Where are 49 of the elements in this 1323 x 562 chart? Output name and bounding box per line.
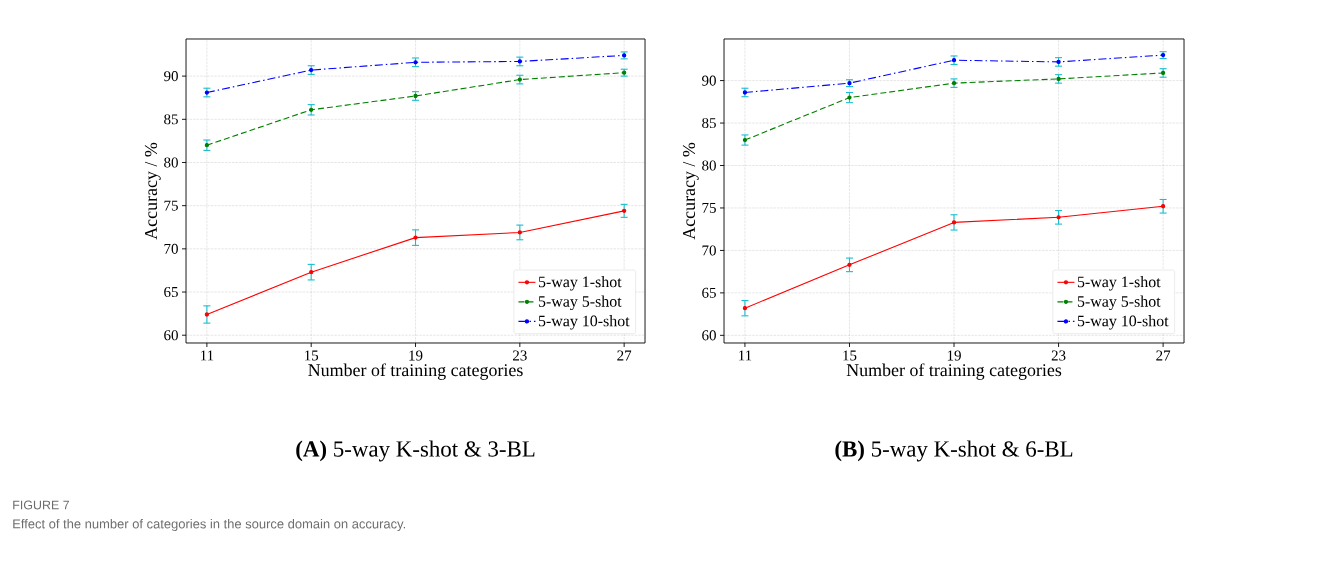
y-tick-label: 60 xyxy=(164,330,178,341)
y-tick-label: 85 xyxy=(164,114,178,125)
point xyxy=(204,312,210,317)
y-axis-title: Accuracy / % xyxy=(682,142,699,240)
y-tick-label: 85 xyxy=(702,118,716,129)
y-tick-label: 90 xyxy=(702,75,716,86)
point xyxy=(309,270,314,275)
point xyxy=(847,95,852,100)
y-tick-label: 60 xyxy=(702,330,716,341)
point xyxy=(742,306,748,311)
x-tick-label: 19 xyxy=(409,350,423,361)
legend-label: 5-way 5-shot xyxy=(538,295,622,311)
point xyxy=(517,230,522,235)
y-tick-label: 75 xyxy=(702,203,716,213)
x-tick-label: 19 xyxy=(947,350,961,361)
point xyxy=(1160,204,1166,209)
point xyxy=(622,208,627,213)
point xyxy=(951,220,957,225)
point xyxy=(1056,215,1061,220)
text: Effect of the number of categories in the source domain on accuracy. xyxy=(13,518,406,532)
point xyxy=(413,235,418,240)
x-tick-label: 27 xyxy=(1156,350,1171,361)
x-tick-label: 15 xyxy=(843,350,857,361)
text: (B) 5-way K-shot & 6-BL xyxy=(835,440,1073,462)
legend-label: 5-way 5-shot xyxy=(1077,295,1161,311)
legend-label: 5-way 1-shot xyxy=(1077,276,1161,291)
y-tick-label: 80 xyxy=(164,157,178,168)
legend-label: 5-way 1-shot xyxy=(538,276,622,291)
point xyxy=(847,262,852,268)
y-tick-label: 80 xyxy=(702,160,716,171)
legend-label: 5-way 10-shot xyxy=(1077,315,1169,330)
x-tick-label: 11 xyxy=(739,350,752,361)
text: (A) 5-way K-shot & 3-BL xyxy=(296,440,535,462)
x-tick-label: 23 xyxy=(513,350,527,361)
x-axis-title: Number of training categories xyxy=(308,363,523,380)
x-tick-label: 27 xyxy=(617,350,632,361)
y-tick-label: 65 xyxy=(702,287,716,298)
y-tick-label: 90 xyxy=(164,71,178,82)
x-tick-label: 11 xyxy=(201,350,214,361)
y-tick-label: 70 xyxy=(164,243,178,254)
y-tick-label: 65 xyxy=(164,287,178,298)
caption: FIGURE 7 xyxy=(13,500,70,510)
x-axis-title: Number of training categories xyxy=(846,363,1062,380)
legend-label: 5-way 10-shot xyxy=(538,315,630,330)
x-tick-label: 15 xyxy=(305,350,319,361)
x-tick-label: 23 xyxy=(1051,350,1066,361)
y-tick-label: 75 xyxy=(164,200,178,211)
y-axis-title: Accuracy / % xyxy=(144,142,161,240)
y-tick-label: 70 xyxy=(702,245,716,256)
